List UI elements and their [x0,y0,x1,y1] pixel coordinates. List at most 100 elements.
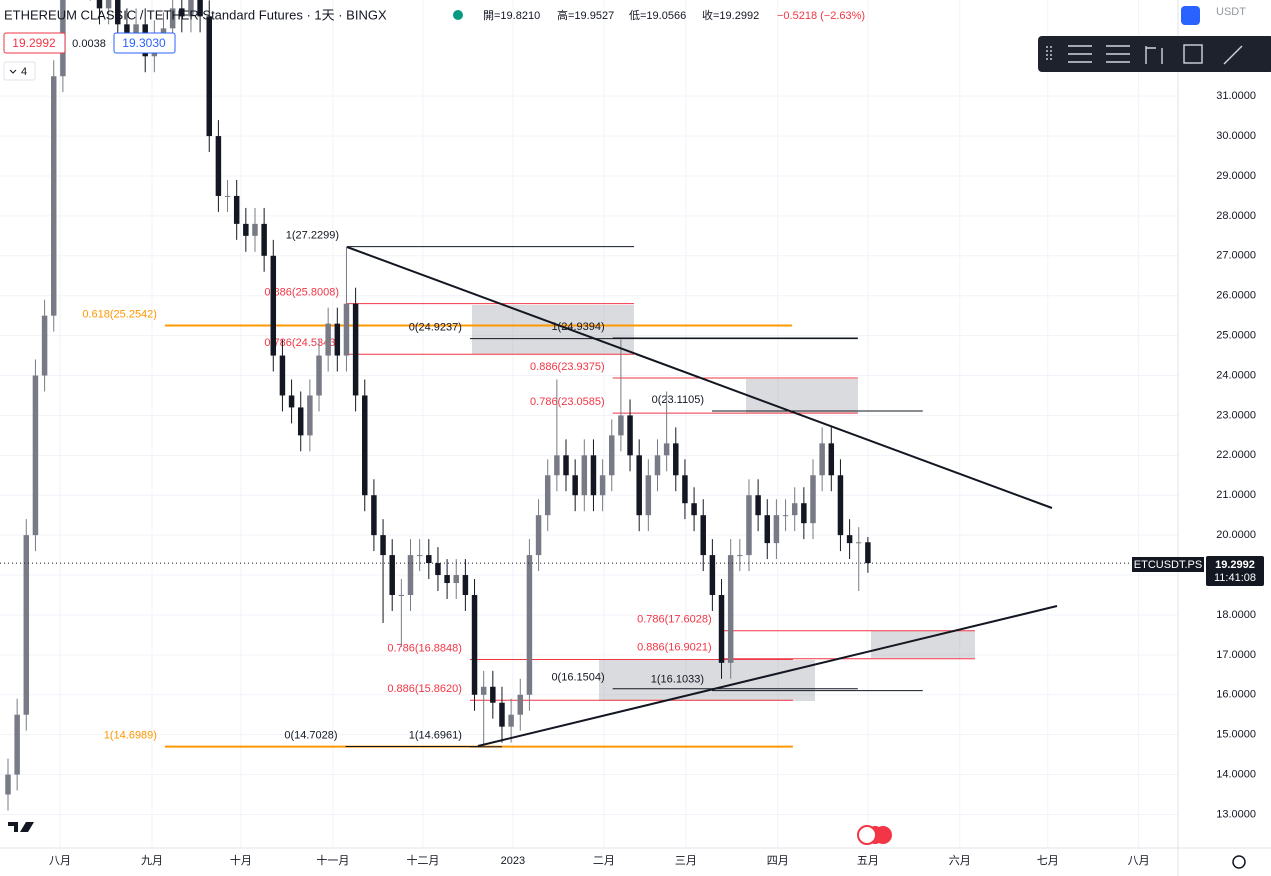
y-tick-label: 14.0000 [1216,768,1256,780]
bid-box[interactable] [3,32,66,54]
tool-fib-ext[interactable] [1106,45,1130,63]
candle-body [837,475,844,536]
candle-body [846,535,853,544]
candle-body [169,8,176,29]
candle-body [32,375,39,536]
zone [871,631,975,658]
drawing-toolbar [1038,36,1271,72]
candle-body [115,0,121,25]
tag-symbol: ETCUSDT.PS [1134,559,1202,571]
tag-countdown: 11:41:08 [1214,572,1256,584]
y-tick-label: 24.0000 [1216,369,1256,381]
candle-body [105,0,112,9]
candle-body [654,455,661,476]
events [857,825,892,845]
candle-body [618,415,624,436]
candle-body [727,555,734,663]
candle-body [828,443,835,476]
y-tick-label: 31.0000 [1216,90,1256,102]
y-tick-label: 25.0000 [1216,330,1256,342]
candle-body [865,542,871,564]
y-tick-label: 26.0000 [1216,290,1256,302]
currency[interactable]: USDT [1216,6,1246,18]
candle-body [508,714,514,727]
candle-body [179,8,185,17]
grip [1046,46,1052,62]
indicator-toggle[interactable] [3,61,36,81]
candle-body [535,515,542,556]
x-tick-label: 十一月 [316,853,349,867]
ohlc-high: 高=19.9527 [557,8,614,22]
x-tick-label: 八月 [1128,855,1150,867]
spread: 0.0038 [72,38,106,50]
tool-line[interactable] [1223,45,1243,65]
y-tick-label: 28.0000 [1216,210,1256,222]
change: −0.5218 (−2.63%) [777,10,865,22]
fib-label: 0(16.1504) [551,672,604,684]
candle-body [380,535,386,556]
candle-body [334,323,341,356]
candle-body [426,555,432,564]
candle-body [801,503,807,524]
candle-body [471,594,478,695]
candle-body [773,515,780,544]
x-tick-label: 二月 [593,855,615,867]
tool-fib[interactable] [1068,45,1092,63]
candle-body [682,475,688,504]
candle-body [499,702,505,727]
settings[interactable] [1232,855,1246,869]
symbol-tag [1132,557,1204,572]
y-tick-label: 30.0000 [1216,130,1256,142]
y-tick-label: 23.0000 [1216,409,1256,421]
fib-label: 1(16.1033) [651,674,704,686]
candle-body [444,575,450,584]
candles [5,0,871,811]
candle-body [517,694,524,715]
y-tick-label: 27.0000 [1216,250,1256,262]
candle-body [627,415,633,456]
tool-rect[interactable] [1183,44,1203,64]
candle-body [407,555,414,595]
x-tick-label: 七月 [1037,854,1059,867]
grid [0,0,1178,848]
tool-pitch[interactable] [1145,46,1163,64]
candle-body [23,535,30,715]
y-tick-label: 16.0000 [1216,689,1256,701]
candle-body [526,555,533,695]
candle-body [307,395,313,436]
candle-body [709,555,716,595]
compare-button[interactable] [1181,6,1200,25]
y-tick-label: 21.0000 [1216,489,1256,501]
candle-body [261,223,267,256]
candle-body [270,255,277,356]
candle-body [453,575,459,584]
status-dot [453,10,463,20]
candle-body [590,455,597,496]
ohlc-open: 開=19.8210 [483,9,540,22]
y-tick-label: 29.0000 [1216,170,1256,182]
zones [472,305,975,701]
chevron [9,69,17,74]
candle-body [206,16,212,137]
bid: 19.2992 [12,36,56,50]
candle-body [819,443,825,476]
candle-body [233,195,240,224]
toolbar-bg [1038,36,1271,72]
ohlc-close: 收=19.2992 [702,8,759,22]
x-tick-label: 六月 [949,854,971,867]
logo [8,822,34,832]
candle-body [160,28,167,37]
candle-body [371,495,377,536]
candle-body [572,475,578,496]
candle-body [691,503,697,516]
zone [599,660,815,701]
candle-body [224,195,231,197]
price-tag [1206,556,1264,586]
y-tick-label: 22.0000 [1216,449,1256,461]
fib-label: 0.886(25.8008) [264,287,339,299]
candle-body [352,303,359,396]
ask-box[interactable] [113,32,176,54]
candle-body [609,435,615,476]
candle-body [855,542,862,544]
